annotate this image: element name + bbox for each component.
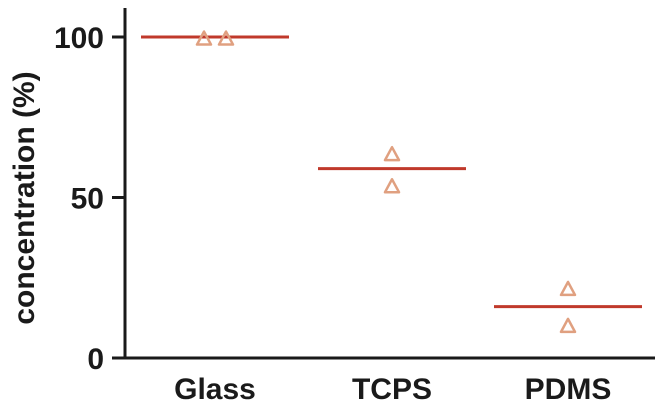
- data-points: [195, 30, 577, 334]
- data-point-0-1: [217, 30, 235, 46]
- x-tick-labels: Glass TCPS PDMS: [174, 373, 611, 406]
- y-tick-label-2: 100: [54, 22, 104, 55]
- data-point-0-0: [195, 30, 213, 46]
- data-point-2-1: [559, 317, 577, 334]
- y-axis-title: concentration (%): [8, 71, 41, 324]
- y-tick-label-1: 50: [71, 183, 104, 216]
- data-point-1-0: [383, 145, 401, 162]
- y-ticks: 0 50 100: [54, 22, 125, 376]
- x-tick-label-0: Glass: [174, 373, 256, 406]
- x-tick-label-2: PDMS: [525, 373, 612, 406]
- y-tick-label-0: 0: [87, 343, 104, 376]
- data-point-2-0: [559, 280, 577, 297]
- data-point-1-1: [383, 178, 401, 194]
- x-tick-label-1: TCPS: [352, 373, 432, 406]
- mean-lines: [141, 35, 642, 309]
